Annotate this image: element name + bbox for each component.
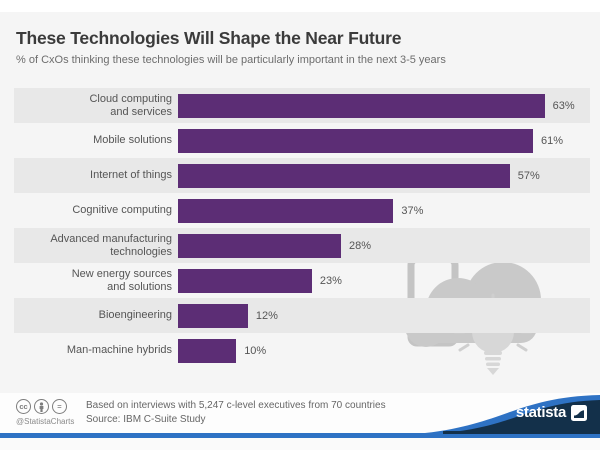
bar xyxy=(178,198,394,223)
bar xyxy=(178,338,237,363)
category-label: Mobile solutions xyxy=(93,134,172,146)
chart-row: Cloud computing and services 63% xyxy=(14,88,590,123)
value-label: 63% xyxy=(552,99,575,112)
chart-area: These Technologies Will Shape the Near F… xyxy=(0,12,600,393)
chart-row: Mobile solutions 61% xyxy=(14,123,590,158)
bottom-margin xyxy=(0,438,600,450)
cc-nd-icon: = xyxy=(52,399,67,414)
statista-charts-handle: @StatistaCharts xyxy=(16,417,75,426)
chart-row: Internet of things 57% xyxy=(14,158,590,193)
bar xyxy=(178,128,534,153)
value-label: 57% xyxy=(517,169,540,182)
category-label: Cognitive computing xyxy=(72,204,172,216)
chart-row: Man-machine hybrids 10% xyxy=(14,333,590,368)
footer: cc = @StatistaCharts Based on interviews… xyxy=(0,393,600,438)
category-label: Bioengineering xyxy=(98,309,172,321)
statista-logo-text: statista xyxy=(515,404,566,421)
category-label: Advanced manufacturing technologies xyxy=(50,232,172,258)
page-title: These Technologies Will Shape the Near F… xyxy=(16,28,402,48)
value-label: 37% xyxy=(401,204,424,217)
bar xyxy=(178,163,510,188)
chart-header: These Technologies Will Shape the Near F… xyxy=(0,12,600,66)
cc-by-icon xyxy=(34,399,49,414)
cc-license-icons: cc = xyxy=(16,399,74,414)
bar xyxy=(178,93,545,118)
chart-row: Cognitive computing 37% xyxy=(14,193,590,228)
category-label: Man-machine hybrids xyxy=(66,344,172,356)
value-label: 61% xyxy=(541,134,564,147)
cc-icon: cc xyxy=(16,399,31,414)
page-subtitle: % of CxOs thinking these technologies wi… xyxy=(16,54,446,66)
bar-chart: Cloud computing and services 63% Mobile … xyxy=(0,88,600,368)
value-label: 12% xyxy=(255,309,278,322)
value-label: 23% xyxy=(319,274,342,287)
bar xyxy=(178,233,341,258)
bar xyxy=(178,268,312,293)
chart-row: New energy sources and solutions 23% xyxy=(14,263,590,298)
category-label: Cloud computing and services xyxy=(89,92,172,118)
chart-row: Bioengineering 12% xyxy=(14,298,590,333)
basis-note: Based on interviews with 5,247 c-level e… xyxy=(86,400,386,411)
bar xyxy=(178,303,248,328)
value-label: 28% xyxy=(348,239,371,252)
top-margin xyxy=(0,0,600,12)
statista-logo: statista xyxy=(516,404,587,421)
footer-swoosh-graphic xyxy=(0,395,600,438)
chart-row: Advanced manufacturing technologies 28% xyxy=(14,228,590,263)
value-label: 10% xyxy=(244,344,267,357)
category-label: New energy sources and solutions xyxy=(71,267,172,293)
source-notes: Based on interviews with 5,247 c-level e… xyxy=(86,399,386,427)
license-block: cc = @StatistaCharts xyxy=(16,399,74,426)
statista-logo-icon xyxy=(571,404,587,421)
source-note: Source: IBM C-Suite Study xyxy=(86,414,206,425)
category-label: Internet of things xyxy=(90,169,172,181)
